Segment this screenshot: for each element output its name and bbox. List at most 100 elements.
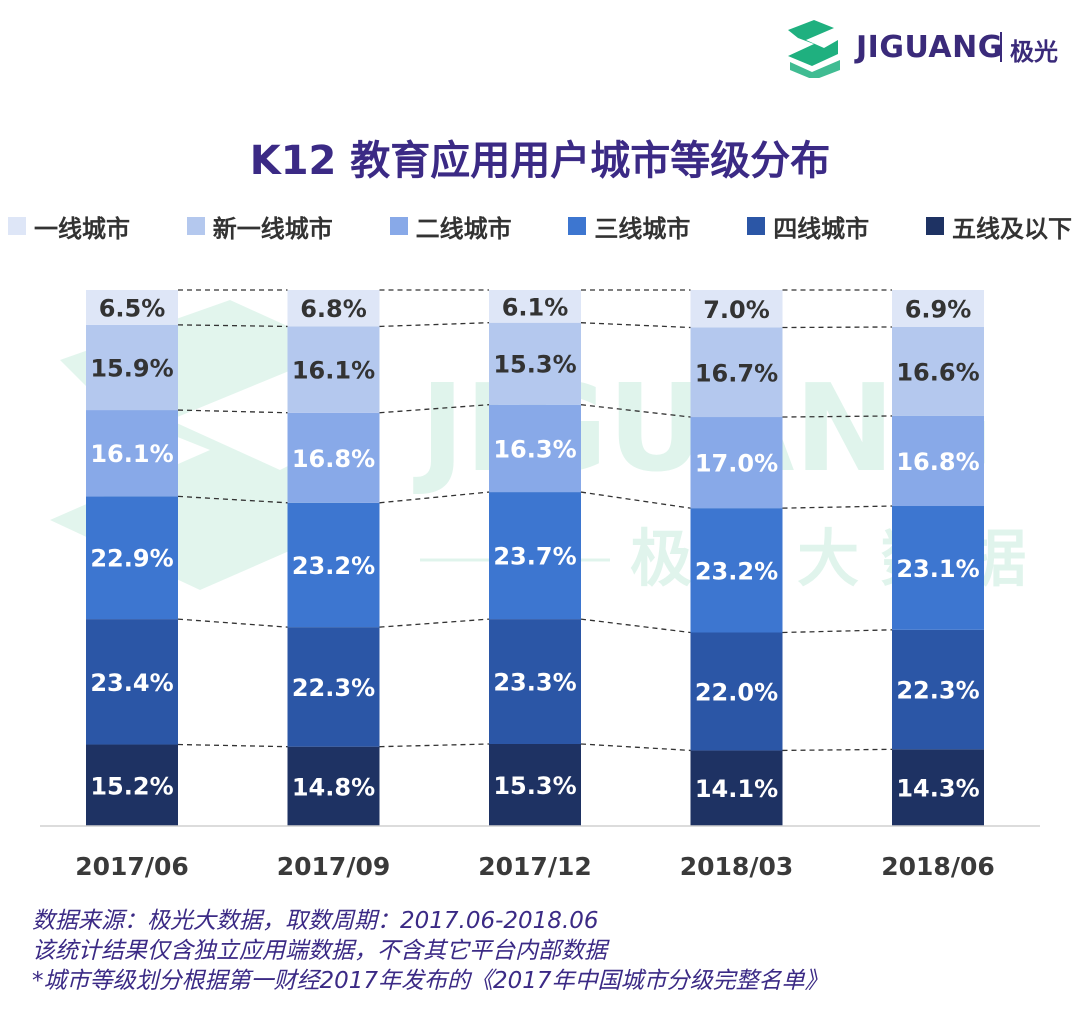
bar-segment — [892, 290, 984, 327]
bars — [86, 290, 984, 826]
data-label: 6.1% — [502, 293, 569, 321]
bar-segment — [892, 415, 984, 507]
data-label: 16.8% — [896, 448, 979, 476]
data-label: 14.8% — [292, 773, 375, 801]
data-label: 23.1% — [896, 555, 979, 583]
bar-segment — [690, 508, 783, 633]
data-label: 14.3% — [896, 775, 979, 803]
data-label: 16.1% — [90, 440, 173, 468]
connector-line — [782, 415, 893, 418]
legend-swatch — [186, 217, 205, 235]
legend-item: 四线城市 — [747, 209, 869, 244]
legend-label: 一线城市 — [34, 214, 130, 243]
bar-segment — [690, 750, 783, 826]
bar-segment — [489, 743, 581, 826]
data-label: 16.7% — [695, 359, 778, 387]
data-label: 15.9% — [90, 354, 173, 382]
bar-segment — [489, 492, 581, 620]
connector-line — [177, 618, 288, 628]
connector-line — [379, 743, 490, 748]
connector-line — [782, 326, 893, 329]
x-tick-label: 2017/12 — [478, 852, 592, 881]
data-label: 23.4% — [90, 669, 173, 697]
data-label: 16.3% — [493, 435, 576, 463]
connector-line — [379, 404, 490, 414]
connector-line — [379, 618, 490, 628]
bar-segment — [86, 290, 178, 325]
footnote-city-tier: *城市等级划分根据第一财经2017年发布的《2017年中国城市分级完整名单》 — [32, 968, 828, 994]
bar-segment — [287, 746, 380, 826]
legend-item: 一线城市 — [8, 209, 130, 244]
logo-wordmark: JIGUANG — [856, 30, 1003, 65]
data-labels: 15.2% 23.4% 22.9% 16.1% 15.9% 6.5% 14.8% 22.3% 2… — [90, 293, 979, 803]
data-label: 16.8% — [292, 445, 375, 473]
legend-swatch — [8, 217, 26, 235]
connector-line — [379, 322, 490, 328]
data-label: 22.9% — [90, 545, 173, 573]
bar-segment — [489, 322, 581, 405]
data-label: 23.2% — [695, 557, 778, 585]
connector-line — [580, 743, 691, 752]
connector-line — [580, 618, 691, 634]
data-label: 7.0% — [703, 296, 770, 324]
bar-segment — [86, 324, 178, 411]
bar-segment — [690, 632, 783, 751]
connector-line — [177, 409, 288, 414]
legend-item: 新一线城市 — [186, 209, 333, 244]
jiguang-logo-icon — [788, 20, 840, 78]
bar-segment — [892, 506, 984, 630]
data-label: 6.8% — [300, 295, 367, 323]
chart-title: K12 教育应用用户城市等级分布 — [249, 138, 831, 184]
data-label: 23.7% — [493, 543, 576, 571]
bar-segment — [287, 627, 380, 747]
data-label: 22.3% — [292, 674, 375, 702]
connector-line — [782, 505, 893, 509]
legend-swatch — [925, 217, 944, 235]
bar-segment — [690, 327, 783, 418]
connector-line — [177, 324, 288, 328]
connector-line — [782, 629, 893, 634]
bar-segment — [892, 326, 984, 416]
x-axis-tick-labels: 2017/06 2017/09 2017/12 2018/03 2018/06 — [75, 852, 995, 881]
bar-segment — [287, 412, 380, 503]
legend-label: 四线城市 — [773, 214, 870, 243]
x-tick-label: 2018/06 — [881, 852, 995, 881]
data-label: 16.6% — [896, 358, 979, 386]
legend-label: 新一线城市 — [212, 214, 333, 243]
data-label: 23.2% — [292, 552, 375, 580]
legend-item: 五线及以下 — [925, 209, 1072, 244]
footnotes: 数据来源：极光大数据，取数周期：2017.06-2018.06 该统计结果仅含独… — [32, 906, 1072, 996]
bar-segment — [690, 290, 783, 328]
data-label: 6.9% — [905, 295, 972, 323]
chart-legend: 一线城市 新一线城市 二线城市 三线城市 四线城市 五线及以下 — [8, 206, 1072, 246]
data-label: 15.2% — [90, 772, 173, 800]
data-label: 22.0% — [695, 678, 778, 706]
data-label: 15.3% — [493, 772, 576, 800]
x-tick-label: 2017/06 — [75, 852, 189, 881]
bar-segment — [287, 290, 380, 327]
footnote-scope: 该统计结果仅含独立应用端数据，不含其它平台内部数据 — [32, 938, 607, 964]
data-label: 16.1% — [292, 357, 375, 385]
bar-segment — [489, 290, 581, 323]
bar-segment — [86, 744, 178, 826]
bar-segment — [287, 502, 380, 628]
data-label: 17.0% — [695, 450, 778, 478]
x-tick-label: 2018/03 — [680, 852, 794, 881]
legend-swatch — [747, 217, 766, 235]
bar-segment — [489, 619, 581, 744]
legend-swatch — [568, 217, 587, 235]
bar-segment — [892, 749, 984, 826]
legend-label: 三线城市 — [594, 214, 691, 243]
connector-line — [580, 322, 691, 329]
legend-item: 三线城市 — [568, 209, 690, 244]
bar-segment — [690, 417, 783, 509]
bar-segment — [489, 404, 581, 493]
logo-separator — [1000, 32, 1002, 62]
connector-line — [580, 404, 691, 418]
legend-label: 五线及以下 — [951, 214, 1072, 243]
bar-segment — [86, 496, 178, 620]
data-label: 15.3% — [493, 351, 576, 379]
connector-line — [580, 491, 691, 509]
data-label: 23.3% — [493, 669, 576, 697]
